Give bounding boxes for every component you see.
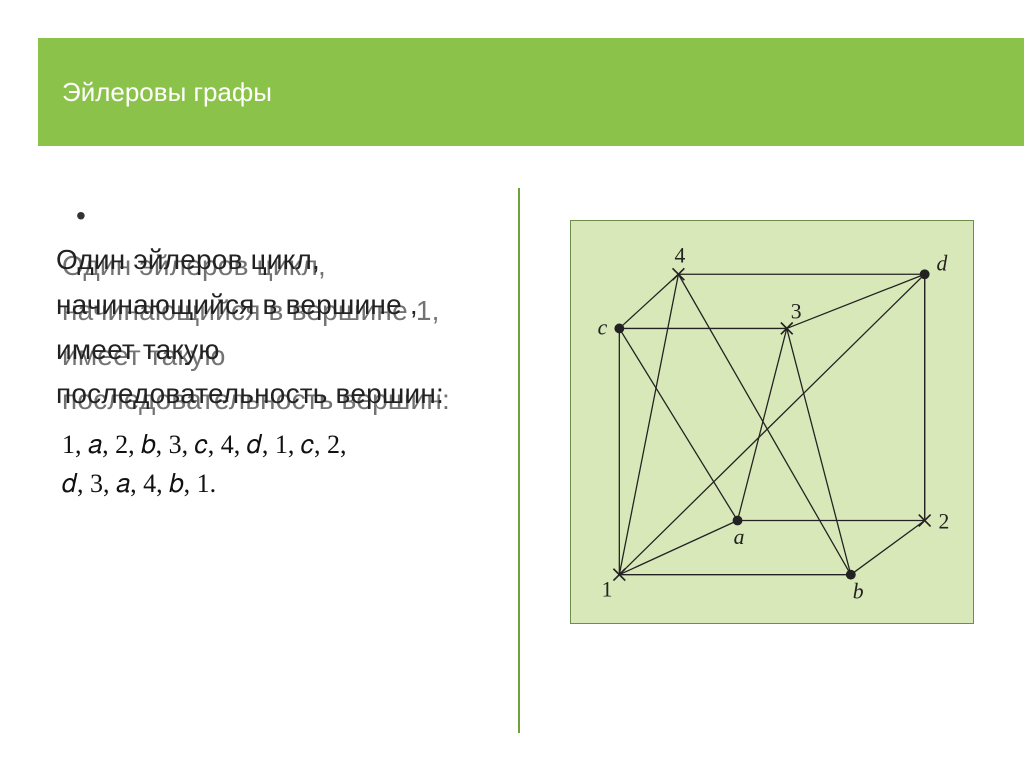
graph-node-label: a <box>734 525 745 549</box>
graph-edge <box>619 274 678 574</box>
graph-edge <box>619 521 737 575</box>
graph-node-label: 3 <box>791 300 802 324</box>
graph-node-label: 4 <box>674 243 685 267</box>
graph-node-label: 1 <box>602 577 613 601</box>
sequence-line-1: 1, 𝑎, 2, 𝑏, 3, 𝑐, 4, 𝑑, 1, 𝑐, 2, <box>62 425 492 464</box>
sequence-text: 1, 𝑎, 2, 𝑏, 3, 𝑐, 4, 𝑑, 1, 𝑐, 2, 𝑑, 3, 𝑎… <box>62 425 492 503</box>
content-left: • Один эйлеров цикл, начинающийся в верш… <box>62 200 492 503</box>
graph-node-dot <box>920 269 930 279</box>
vertical-divider <box>518 188 520 733</box>
slide-header: Эйлеровы графы <box>38 38 1024 146</box>
graph-node-label: b <box>853 579 864 603</box>
graph-edge <box>851 521 925 575</box>
paragraph-wrap: Один эйлеров цикл, начинающийся в вершин… <box>56 238 492 417</box>
graph-edge <box>787 328 851 574</box>
graph-node-label: d <box>936 251 947 275</box>
graph-edge <box>738 328 787 520</box>
graph-edge <box>678 274 850 574</box>
bullet-marker: • <box>76 200 492 232</box>
paragraph-front: Один эйлеров цикл, начинающийся в вершин… <box>56 238 492 417</box>
diagram-container: 1 2 3 4 a b c d <box>570 220 974 624</box>
graph-node-dot <box>614 324 624 334</box>
diagram-inner: 1 2 3 4 a b c d <box>575 225 969 619</box>
graph-svg: 1 2 3 4 a b c d <box>575 225 969 619</box>
graph-edge <box>619 328 737 520</box>
slide: Эйлеровы графы • Один эйлеров цикл, начи… <box>0 0 1024 768</box>
graph-node-dot <box>846 570 856 580</box>
graph-node-label: c <box>598 315 608 339</box>
slide-title: Эйлеровы графы <box>62 77 272 108</box>
graph-node-label: 2 <box>938 509 949 533</box>
graph-edge <box>787 274 925 328</box>
graph-node-dot <box>733 516 743 526</box>
header-front-bar: Эйлеровы графы <box>38 38 968 146</box>
graph-edge <box>619 274 924 574</box>
sequence-line-2: 𝑑, 3, 𝑎, 4, 𝑏, 1. <box>62 464 492 503</box>
